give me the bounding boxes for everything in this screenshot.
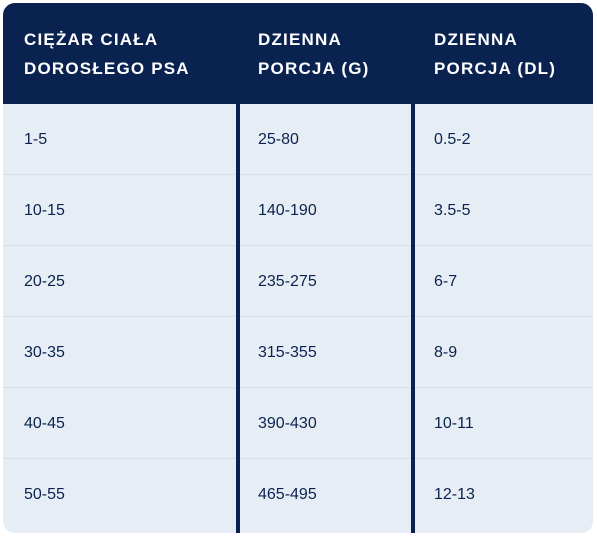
cell-portion-dl: 3.5-5 — [434, 202, 471, 219]
table-row: 10-15 140-190 3.5-5 — [3, 175, 593, 246]
row-divider — [3, 387, 593, 388]
row-divider — [3, 245, 593, 246]
column-separator — [236, 104, 240, 533]
cell-body-weight: 50-55 — [24, 486, 65, 503]
cell-portion-dl: 6-7 — [434, 273, 458, 290]
table-row: 30-35 315-355 8-9 — [3, 317, 593, 388]
header-daily-portion-dl: DZIENNA PORCJA (DL) — [434, 30, 557, 78]
column-separator — [411, 104, 415, 533]
header-body-weight: CIĘŻAR CIAŁA DOROSŁEGO PSA — [24, 30, 190, 78]
cell-portion-grams: 25-80 — [258, 131, 299, 148]
row-divider — [3, 316, 593, 317]
cell-portion-grams: 235-275 — [258, 273, 317, 290]
cell-body-weight: 1-5 — [24, 131, 48, 148]
table-row: 50-55 465-495 12-13 — [3, 459, 593, 530]
cell-portion-grams: 390-430 — [258, 415, 317, 432]
cell-body-weight: 40-45 — [24, 415, 65, 432]
table-header: CIĘŻAR CIAŁA DOROSŁEGO PSA DZIENNA PORCJ… — [3, 3, 593, 104]
cell-portion-dl: 0.5-2 — [434, 131, 471, 148]
cell-portion-dl: 12-13 — [434, 486, 475, 503]
table-row: 1-5 25-80 0.5-2 — [3, 104, 593, 175]
cell-portion-grams: 140-190 — [258, 202, 317, 219]
cell-body-weight: 10-15 — [24, 202, 65, 219]
table-row: 40-45 390-430 10-11 — [3, 388, 593, 459]
cell-portion-grams: 465-495 — [258, 486, 317, 503]
cell-body-weight: 30-35 — [24, 344, 65, 361]
feeding-table: CIĘŻAR CIAŁA DOROSŁEGO PSA DZIENNA PORCJ… — [3, 3, 593, 533]
row-divider — [3, 174, 593, 175]
cell-portion-dl: 8-9 — [434, 344, 458, 361]
row-divider — [3, 458, 593, 459]
cell-portion-grams: 315-355 — [258, 344, 317, 361]
cell-body-weight: 20-25 — [24, 273, 65, 290]
table-row: 20-25 235-275 6-7 — [3, 246, 593, 317]
cell-portion-dl: 10-11 — [434, 415, 474, 432]
header-daily-portion-grams: DZIENNA PORCJA (G) — [258, 30, 370, 78]
